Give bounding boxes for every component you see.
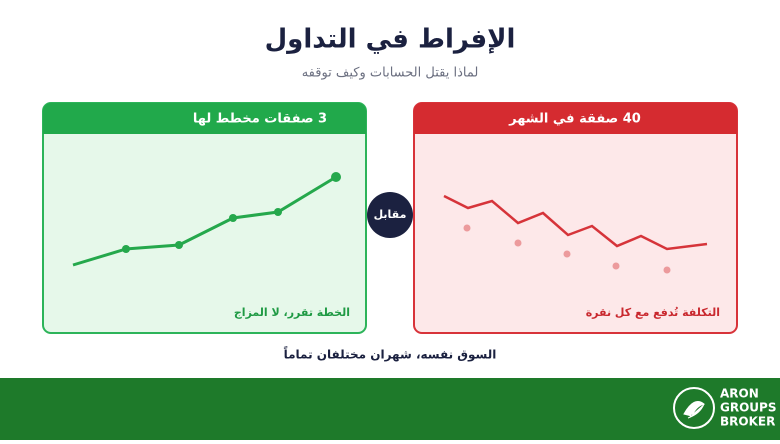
footer-note: السوق نفسه، شهران مختلفان تماماً — [284, 346, 497, 363]
logo: ARON GROUPS BROKER — [673, 387, 776, 429]
right-panel: 40 صفقة في الشهر التكلفة تُدفع مع كل نقر… — [413, 102, 738, 334]
trend-line — [443, 194, 708, 251]
panel-heading: 40 صفقة في الشهر — [508, 112, 641, 127]
title: الإفراط في التداول — [265, 25, 516, 55]
trend-line — [72, 175, 337, 267]
panel-caption: التكلفة تُدفع مع كل نقرة — [586, 306, 720, 319]
panel-header — [43, 103, 366, 134]
panel-header — [414, 103, 737, 134]
logo-text: GROUPS — [720, 401, 776, 415]
panel-box — [413, 102, 738, 334]
panel-caption: الخطة تقرر، لا المزاج — [234, 306, 350, 320]
logo-leaf — [683, 401, 706, 419]
versus-badge — [367, 192, 413, 238]
logo-text: ARON — [720, 387, 759, 401]
logo-ring — [673, 387, 715, 429]
trend-dots — [122, 172, 341, 253]
footer-band — [0, 378, 780, 440]
subtitle: لماذا يقتل الحسابات وكيف توقفه — [302, 66, 479, 81]
panel-box — [42, 102, 367, 334]
logo-text: BROKER — [720, 415, 775, 429]
panel-heading: 3 صفقات مخطط لها — [193, 112, 327, 127]
left-panel: 3 صفقات مخطط لها الخطة تقرر، لا المزاج — [42, 102, 367, 334]
versus-label: مقابل — [374, 208, 407, 221]
trend-dots — [463, 224, 671, 274]
